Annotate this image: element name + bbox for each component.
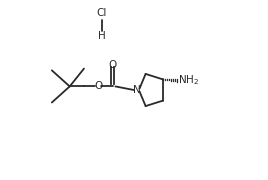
Text: NH$_2$: NH$_2$ bbox=[178, 73, 199, 87]
Text: N: N bbox=[133, 85, 140, 95]
Text: O: O bbox=[109, 60, 117, 70]
Text: O: O bbox=[94, 81, 102, 91]
Text: Cl: Cl bbox=[97, 8, 107, 18]
Text: H: H bbox=[98, 31, 106, 41]
